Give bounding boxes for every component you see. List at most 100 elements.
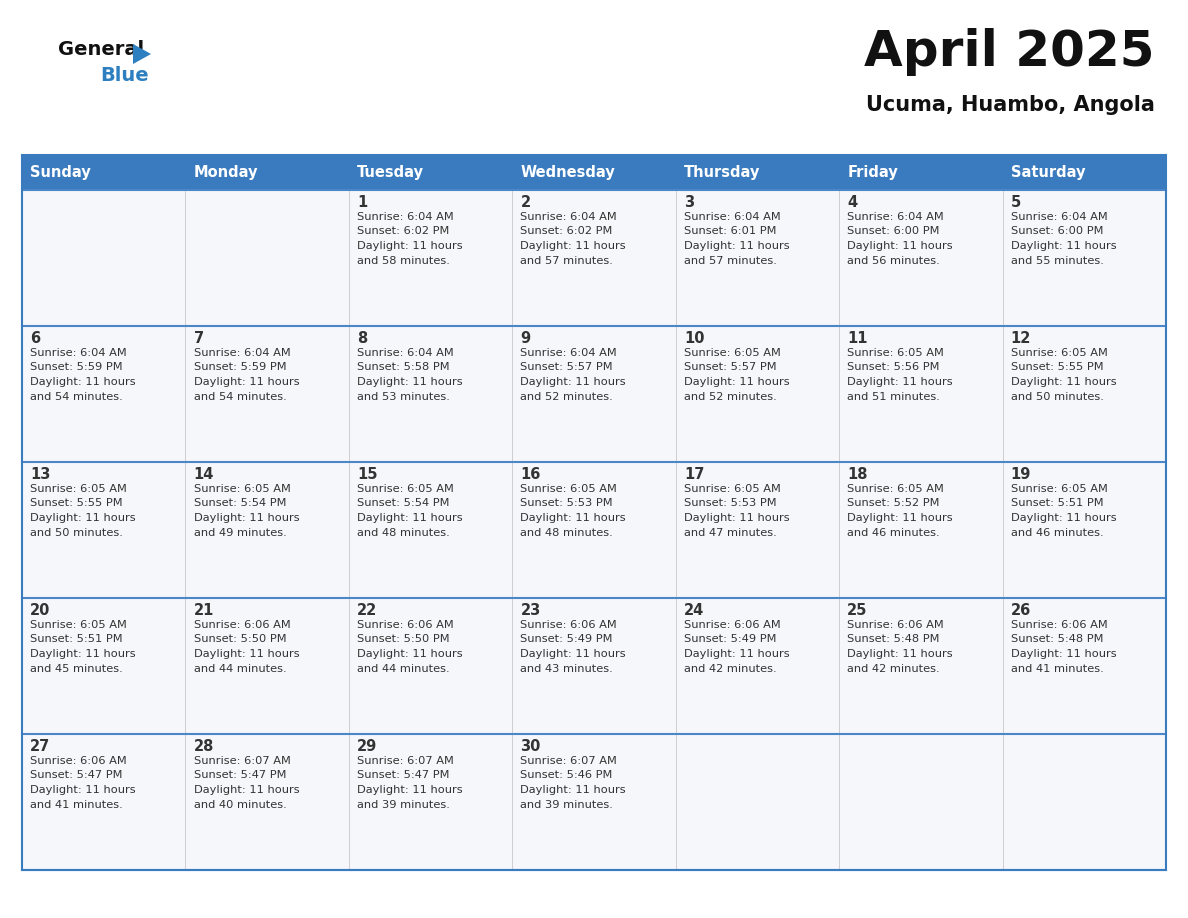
Text: and 50 minutes.: and 50 minutes. [30,528,124,538]
Text: Daylight: 11 hours: Daylight: 11 hours [1011,241,1117,251]
Text: Sunset: 6:00 PM: Sunset: 6:00 PM [847,227,940,237]
Text: and 51 minutes.: and 51 minutes. [847,391,940,401]
Text: Daylight: 11 hours: Daylight: 11 hours [194,377,299,387]
Text: Sunrise: 6:07 AM: Sunrise: 6:07 AM [520,756,618,766]
Text: and 39 minutes.: and 39 minutes. [358,800,450,810]
Text: Daylight: 11 hours: Daylight: 11 hours [520,241,626,251]
Text: Tuesday: Tuesday [358,165,424,180]
Text: Wednesday: Wednesday [520,165,615,180]
Text: Sunset: 5:49 PM: Sunset: 5:49 PM [684,634,777,644]
Text: and 45 minutes.: and 45 minutes. [30,664,122,674]
Text: Sunrise: 6:05 AM: Sunrise: 6:05 AM [194,484,291,494]
Text: Sunrise: 6:06 AM: Sunrise: 6:06 AM [1011,620,1107,630]
Text: Sunrise: 6:06 AM: Sunrise: 6:06 AM [358,620,454,630]
Text: 21: 21 [194,603,214,618]
Text: Sunrise: 6:06 AM: Sunrise: 6:06 AM [194,620,290,630]
Text: April 2025: April 2025 [865,28,1155,76]
Text: Daylight: 11 hours: Daylight: 11 hours [30,649,135,659]
Text: and 50 minutes.: and 50 minutes. [1011,391,1104,401]
Text: Daylight: 11 hours: Daylight: 11 hours [684,649,790,659]
Text: Saturday: Saturday [1011,165,1086,180]
Text: Sunset: 6:02 PM: Sunset: 6:02 PM [520,227,613,237]
Text: Daylight: 11 hours: Daylight: 11 hours [30,513,135,523]
Text: Sunrise: 6:06 AM: Sunrise: 6:06 AM [30,756,127,766]
Text: Sunrise: 6:04 AM: Sunrise: 6:04 AM [358,212,454,222]
Text: 2: 2 [520,195,531,210]
Text: Daylight: 11 hours: Daylight: 11 hours [1011,649,1117,659]
Text: Sunset: 5:46 PM: Sunset: 5:46 PM [520,770,613,780]
Text: 17: 17 [684,467,704,482]
Text: 20: 20 [30,603,51,618]
Bar [23,190,1165,326]
Text: Sunrise: 6:05 AM: Sunrise: 6:05 AM [684,484,781,494]
Text: Daylight: 11 hours: Daylight: 11 hours [194,649,299,659]
Text: Sunrise: 6:04 AM: Sunrise: 6:04 AM [358,348,454,358]
Text: and 40 minutes.: and 40 minutes. [194,800,286,810]
Text: and 43 minutes.: and 43 minutes. [520,664,613,674]
Text: Sunset: 5:53 PM: Sunset: 5:53 PM [684,498,777,509]
Text: and 41 minutes.: and 41 minutes. [1011,664,1104,674]
Text: Sunrise: 6:05 AM: Sunrise: 6:05 AM [847,348,944,358]
Text: 5: 5 [1011,195,1020,210]
Text: Monday: Monday [194,165,258,180]
Text: 22: 22 [358,603,378,618]
Text: and 52 minutes.: and 52 minutes. [520,391,613,401]
Text: 16: 16 [520,467,541,482]
Text: Sunset: 5:57 PM: Sunset: 5:57 PM [684,363,777,373]
Text: and 54 minutes.: and 54 minutes. [30,391,122,401]
Text: Sunrise: 6:05 AM: Sunrise: 6:05 AM [358,484,454,494]
Bar [23,598,1165,734]
Text: Sunrise: 6:04 AM: Sunrise: 6:04 AM [520,212,618,222]
Text: Daylight: 11 hours: Daylight: 11 hours [358,377,462,387]
Text: Daylight: 11 hours: Daylight: 11 hours [847,649,953,659]
Text: Daylight: 11 hours: Daylight: 11 hours [684,513,790,523]
Text: Daylight: 11 hours: Daylight: 11 hours [358,649,462,659]
Text: and 57 minutes.: and 57 minutes. [684,255,777,265]
Text: 14: 14 [194,467,214,482]
Text: and 56 minutes.: and 56 minutes. [847,255,940,265]
Text: Sunset: 5:59 PM: Sunset: 5:59 PM [30,363,122,373]
Text: and 44 minutes.: and 44 minutes. [358,664,449,674]
Text: and 49 minutes.: and 49 minutes. [194,528,286,538]
Text: and 39 minutes.: and 39 minutes. [520,800,613,810]
Text: Sunrise: 6:05 AM: Sunrise: 6:05 AM [1011,348,1107,358]
Text: Blue: Blue [100,66,148,85]
Text: Sunrise: 6:05 AM: Sunrise: 6:05 AM [684,348,781,358]
Text: Sunset: 6:00 PM: Sunset: 6:00 PM [1011,227,1104,237]
Text: Sunset: 6:02 PM: Sunset: 6:02 PM [358,227,449,237]
Bar [23,155,1165,870]
Text: and 48 minutes.: and 48 minutes. [520,528,613,538]
Text: and 55 minutes.: and 55 minutes. [1011,255,1104,265]
Text: and 46 minutes.: and 46 minutes. [1011,528,1104,538]
Text: and 53 minutes.: and 53 minutes. [358,391,450,401]
Text: Sunset: 5:55 PM: Sunset: 5:55 PM [30,498,122,509]
Text: Sunset: 5:52 PM: Sunset: 5:52 PM [847,498,940,509]
Text: and 48 minutes.: and 48 minutes. [358,528,450,538]
Text: and 46 minutes.: and 46 minutes. [847,528,940,538]
Text: Sunset: 5:51 PM: Sunset: 5:51 PM [1011,498,1104,509]
Text: Sunrise: 6:04 AM: Sunrise: 6:04 AM [684,212,781,222]
Text: Sunset: 5:54 PM: Sunset: 5:54 PM [194,498,286,509]
Text: Daylight: 11 hours: Daylight: 11 hours [1011,377,1117,387]
Text: 11: 11 [847,331,867,346]
Text: Sunrise: 6:05 AM: Sunrise: 6:05 AM [30,484,127,494]
Text: Sunset: 5:50 PM: Sunset: 5:50 PM [358,634,449,644]
Text: 19: 19 [1011,467,1031,482]
Text: 13: 13 [30,467,51,482]
Text: Sunset: 5:58 PM: Sunset: 5:58 PM [358,363,449,373]
Polygon shape [133,44,151,64]
Bar [23,326,1165,462]
Text: Thursday: Thursday [684,165,760,180]
Text: 27: 27 [30,739,50,754]
Text: 23: 23 [520,603,541,618]
Text: Daylight: 11 hours: Daylight: 11 hours [847,377,953,387]
Text: Sunset: 5:49 PM: Sunset: 5:49 PM [520,634,613,644]
Text: Daylight: 11 hours: Daylight: 11 hours [358,241,462,251]
Text: 29: 29 [358,739,378,754]
Text: and 42 minutes.: and 42 minutes. [847,664,940,674]
Text: Daylight: 11 hours: Daylight: 11 hours [847,513,953,523]
Text: Daylight: 11 hours: Daylight: 11 hours [684,377,790,387]
Bar [23,462,1165,598]
Text: Sunrise: 6:05 AM: Sunrise: 6:05 AM [30,620,127,630]
Text: Sunset: 5:48 PM: Sunset: 5:48 PM [847,634,940,644]
